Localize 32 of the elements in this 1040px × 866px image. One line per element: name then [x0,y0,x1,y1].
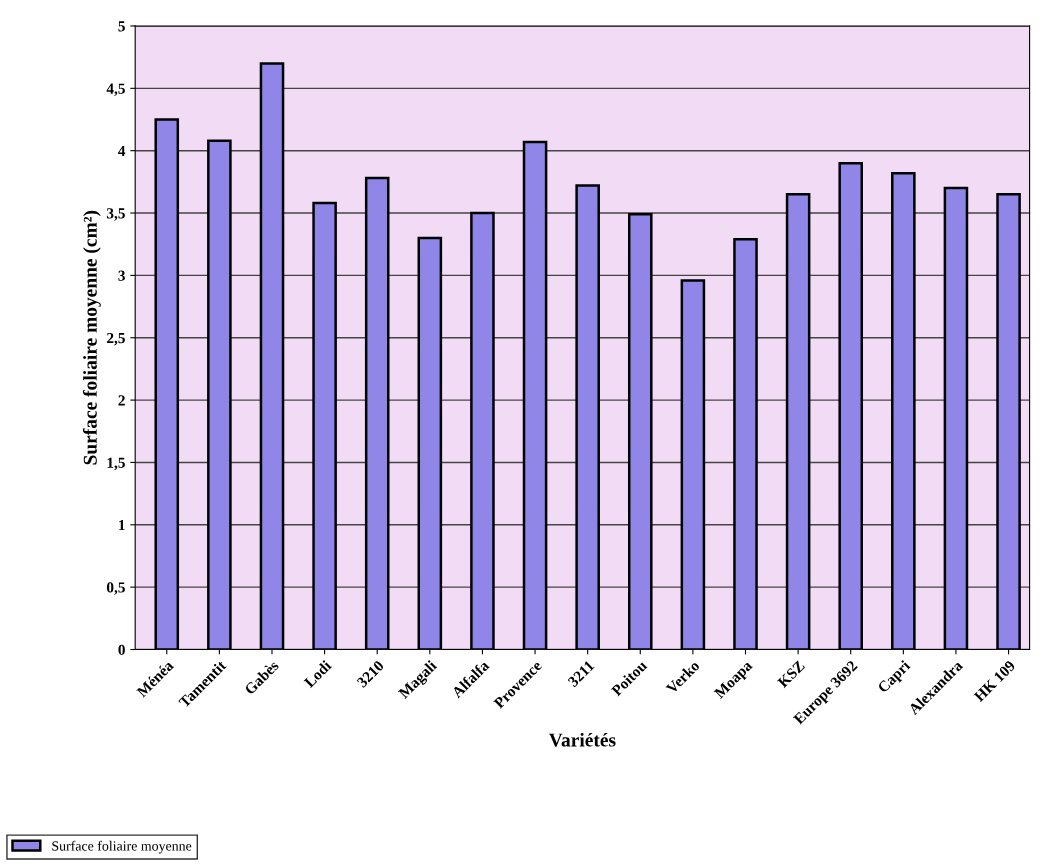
bar [522,140,548,650]
y-axis-title: Surface foliaire moyenne (cm²) [82,210,101,465]
bar [259,62,285,650]
y-tick-label: 3,5 [106,208,125,221]
y-tick-label: 5 [118,21,125,32]
bar [733,237,758,650]
bar [417,236,443,650]
y-tick-label: 4,5 [106,83,125,96]
bar [207,139,232,650]
y-tick-label: 4 [118,145,126,156]
y-tick-label: 2,5 [107,332,125,346]
bar [470,211,495,650]
y-tick-label: 0 [118,644,125,655]
bar [364,176,390,650]
y-tick-label: 3 [118,270,125,281]
x-tick-label: HK 109 [973,659,1016,703]
x-axis-title: Variétés [548,732,616,747]
bar [838,161,864,650]
y-tick-label: 1 [119,520,125,531]
bar [154,118,180,650]
bar [996,193,1021,650]
legend-label: Surface foliaire moyenne [52,840,192,854]
bar [627,213,653,650]
bar [785,193,811,650]
y-tick-label: 0,5 [106,582,125,595]
y-tick-label: 2 [118,395,125,406]
bar [575,184,600,650]
bar [680,279,706,650]
bar [891,171,916,650]
y-tick-label: 1,5 [107,457,125,471]
bar [312,201,337,650]
bar [943,186,969,650]
